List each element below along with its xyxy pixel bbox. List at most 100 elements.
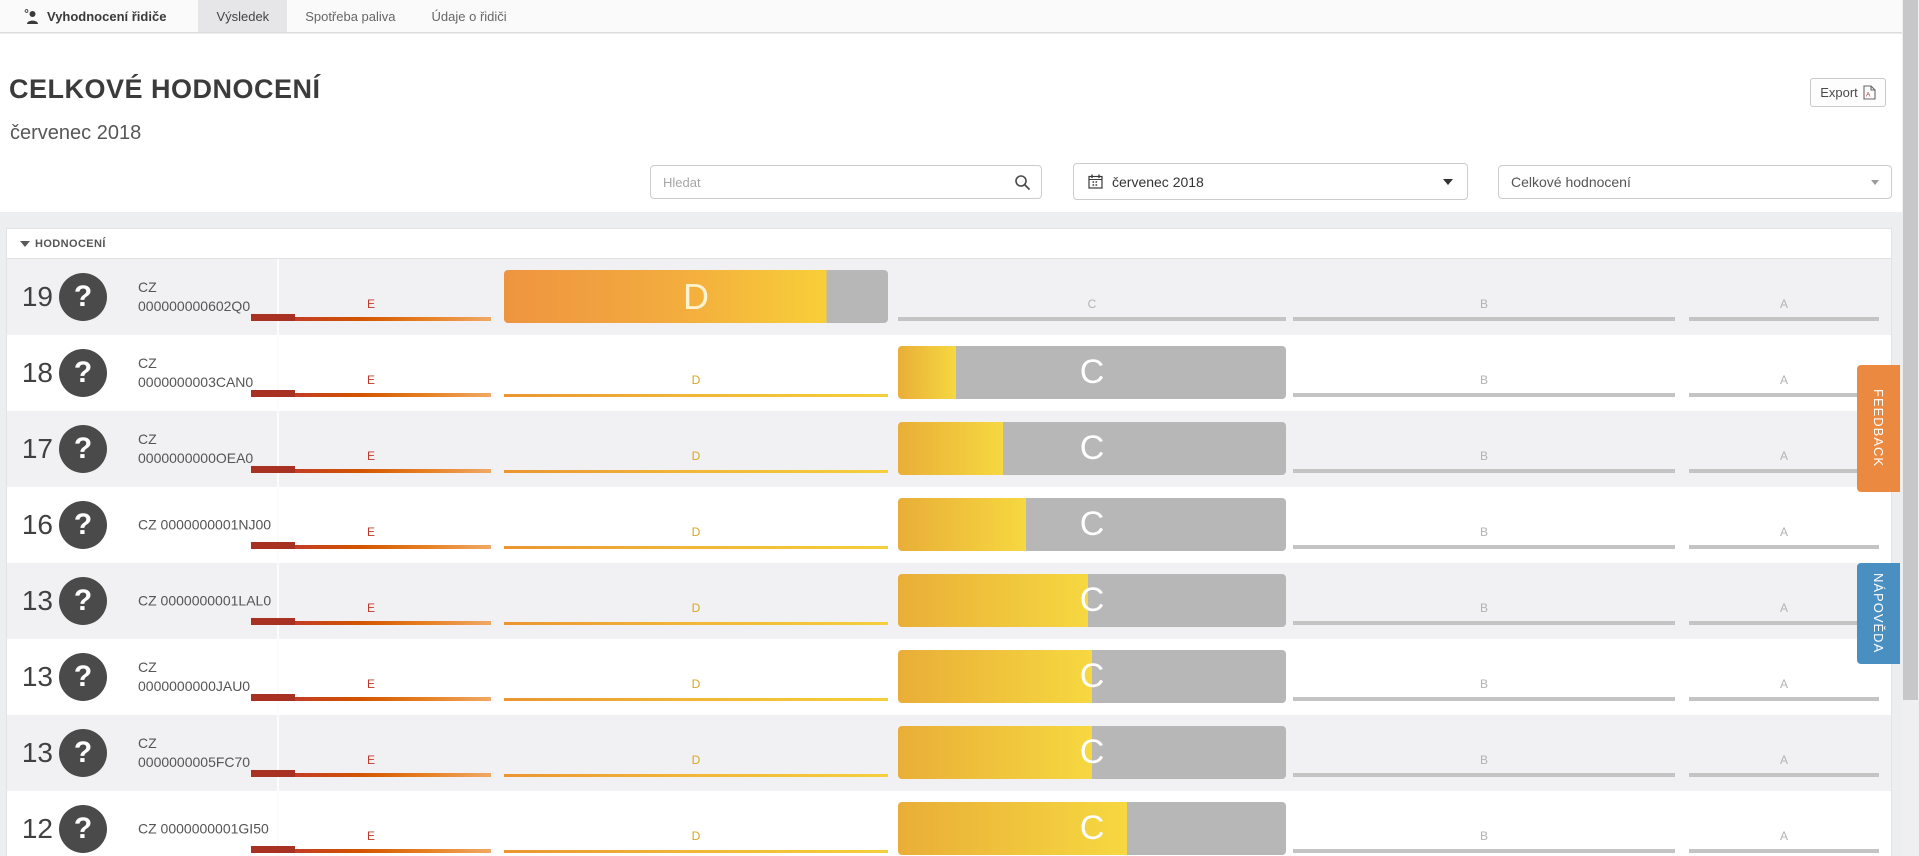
- driver-cell: 13? CZ 0000000000JAU0: [7, 639, 279, 715]
- grade-segment-a: A: [1689, 335, 1879, 411]
- grade-segment-a: A: [1689, 791, 1879, 856]
- driver-avatar: ?: [59, 425, 107, 473]
- metric-value: Celkové hodnocení: [1511, 174, 1631, 190]
- grade-segment-a: A: [1689, 639, 1879, 715]
- grade-bar: C: [898, 498, 1286, 551]
- grade-segment-b: B: [1293, 715, 1675, 791]
- top-tab[interactable]: Výsledek: [198, 0, 288, 32]
- driver-cell: 19? CZ 000000000602Q0: [7, 259, 279, 335]
- grade-segment-b: B: [1293, 563, 1675, 639]
- search-box: [650, 165, 1042, 199]
- grade-letter: E: [366, 753, 375, 767]
- grade-line: [251, 846, 491, 853]
- export-button[interactable]: Export A: [1810, 78, 1886, 107]
- grade-letter: A: [1779, 753, 1788, 767]
- driver-avatar: ?: [59, 729, 107, 777]
- grade-letter: B: [1479, 753, 1488, 767]
- question-mark-icon: ?: [73, 584, 93, 617]
- driver-id: CZ 0000000000OEA0: [138, 431, 254, 466]
- section-header-hodnoceni[interactable]: HODNOCENÍ: [7, 229, 1891, 259]
- driver-cell: 13? CZ 0000000001LAL0: [7, 563, 279, 639]
- question-mark-icon: ?: [73, 356, 93, 389]
- grade-segment-a: A: [1689, 411, 1879, 487]
- driver-icon: [24, 8, 38, 24]
- driver-score: 16: [21, 509, 53, 540]
- grade-line: [1293, 697, 1675, 701]
- grade-segment-e: E: [251, 335, 491, 411]
- grade-line: [1689, 621, 1879, 625]
- grade-segment-a: A: [1689, 487, 1879, 563]
- driver-cell: 16? CZ 0000000001NJ00: [7, 487, 279, 563]
- question-mark-icon: ?: [73, 660, 93, 693]
- driver-score: 13: [21, 737, 53, 768]
- driver-avatar: ?: [59, 805, 107, 853]
- napoveda-help-tab[interactable]: NÁPOVĚDA: [1857, 563, 1900, 664]
- section-label: HODNOCENÍ: [35, 237, 106, 250]
- driver-row[interactable]: 19? CZ 000000000602Q0 E D C B A: [7, 259, 1891, 335]
- top-bar: Vyhodnocení řidiče Výsledek Spotřeba pali…: [0, 0, 1919, 33]
- chevron-down-icon: [1443, 178, 1453, 185]
- driver-cell: 17? CZ 0000000000OEA0: [7, 411, 279, 487]
- top-tab[interactable]: Údaje o řidiči: [431, 8, 507, 24]
- top-tabs: Výsledek Spotřeba paliva Údaje o řidiči: [198, 0, 524, 32]
- grade-segment-d: D: [504, 715, 888, 791]
- grade-letter: D: [691, 753, 701, 767]
- grade-bar: C: [898, 726, 1286, 779]
- grade-segment-d: D: [504, 791, 888, 856]
- period-dropdown[interactable]: červenec 2018: [1073, 163, 1468, 200]
- driver-id: CZ 0000000001NJ00: [138, 516, 272, 533]
- driver-row[interactable]: 17? CZ 0000000000OEA0 E D C B A: [7, 411, 1891, 487]
- driver-row[interactable]: 18? CZ 0000000003CAN0 E D C B A: [7, 335, 1891, 411]
- driver-avatar: ?: [59, 273, 107, 321]
- driver-row[interactable]: 13? CZ 0000000000JAU0 E D C B A: [7, 639, 1891, 715]
- driver-row[interactable]: 13? CZ 0000000001LAL0 E D C B A: [7, 563, 1891, 639]
- grade-segment-c: C: [898, 259, 1286, 335]
- driver-score: 13: [21, 661, 53, 692]
- grade-segment-a: A: [1689, 563, 1879, 639]
- grade-line: [504, 546, 888, 549]
- question-mark-icon: ?: [73, 432, 93, 465]
- grade-letter: A: [1779, 829, 1788, 843]
- driver-avatar: ?: [59, 501, 107, 549]
- grade-segment-e: E: [251, 563, 491, 639]
- grade-line: [1293, 317, 1675, 321]
- search-input[interactable]: [651, 166, 1041, 198]
- driver-avatar: ?: [59, 653, 107, 701]
- driver-id: CZ 0000000000JAU0: [138, 659, 251, 694]
- grade-letter: E: [366, 601, 375, 615]
- driver-id: CZ 000000000602Q0: [138, 279, 251, 314]
- grade-line: [1689, 469, 1879, 473]
- grade-line: [251, 390, 491, 397]
- scrollbar-thumb[interactable]: [1903, 0, 1918, 700]
- top-tab[interactable]: Spotřeba paliva: [305, 8, 396, 24]
- grade-line: [1689, 849, 1879, 853]
- driver-cell: 13? CZ 0000000005FC70: [7, 715, 279, 791]
- driver-row[interactable]: 13? CZ 0000000005FC70 E D C B A: [7, 715, 1891, 791]
- driver-id: CZ 0000000003CAN0: [138, 355, 254, 390]
- grade-segment-e: E: [251, 259, 491, 335]
- feedback-tab[interactable]: FEEDBACK: [1857, 365, 1900, 492]
- question-mark-icon: ?: [73, 736, 93, 769]
- grade-segment-b: B: [1293, 639, 1675, 715]
- grade-line: [1689, 393, 1879, 397]
- grade-letter: E: [366, 373, 375, 387]
- driver-row[interactable]: 16? CZ 0000000001NJ00 E D C B A: [7, 487, 1891, 563]
- driver-row[interactable]: 12? CZ 0000000001GI50 E D C B A: [7, 791, 1891, 856]
- grade-segment-b: B: [1293, 335, 1675, 411]
- question-mark-icon: ?: [73, 508, 93, 541]
- grade-line: [1293, 849, 1675, 853]
- grade-segment-b: B: [1293, 259, 1675, 335]
- grade-line: [504, 850, 888, 853]
- question-mark-icon: ?: [73, 812, 93, 845]
- header-zone: CELKOVÉ HODNOCENÍ červenec 2018 Export A…: [0, 34, 1919, 212]
- grade-letter: D: [691, 677, 701, 691]
- grade-line: [251, 314, 491, 321]
- grade-segment-b: B: [1293, 487, 1675, 563]
- metric-select[interactable]: Celkové hodnocení: [1498, 165, 1892, 199]
- search-icon[interactable]: [1014, 174, 1031, 191]
- grade-letter: B: [1479, 373, 1488, 387]
- grade-segment-a: A: [1689, 259, 1879, 335]
- grade-bar: C: [898, 346, 1286, 399]
- grade-segment-b: B: [1293, 791, 1675, 856]
- grade-letter: A: [1779, 297, 1788, 311]
